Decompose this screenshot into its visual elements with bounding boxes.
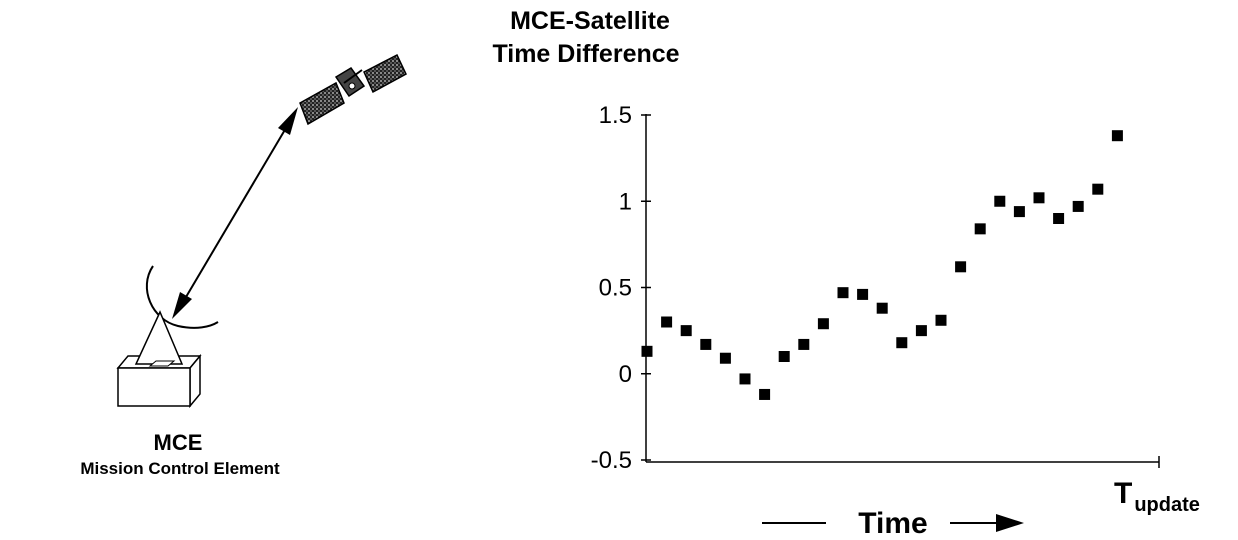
data-point	[896, 337, 908, 349]
data-point	[680, 325, 692, 337]
data-point	[974, 223, 986, 235]
mce-label: MCE	[154, 430, 203, 455]
chart-title-line2: Time Difference	[492, 40, 679, 68]
y-tick-label: 0	[619, 361, 632, 388]
y-tick-label: -0.5	[591, 447, 632, 474]
data-point	[994, 195, 1006, 207]
y-tick-label: 0.5	[599, 275, 632, 302]
data-point	[661, 316, 673, 328]
t-update-sub: update	[1134, 494, 1200, 516]
data-point	[817, 318, 829, 330]
satellite-icon	[299, 53, 407, 126]
data-point	[719, 352, 731, 364]
data-point	[798, 338, 810, 350]
data-point	[1111, 130, 1123, 142]
data-point	[759, 388, 771, 400]
mce-sublabel: Mission Control Element	[80, 459, 280, 478]
data-point	[837, 287, 849, 299]
time-difference-chart: MCE-Satellite Time Difference 1.5 1 0.5 0 -0…	[492, 7, 1199, 540]
data-point	[778, 351, 790, 362]
time-arrow	[950, 514, 1024, 532]
double-headed-arrow	[172, 107, 298, 319]
data-point	[857, 288, 869, 300]
y-tick-label: 1	[619, 188, 632, 215]
t-update-main: T	[1114, 477, 1132, 510]
data-point	[1072, 200, 1084, 212]
data-point	[915, 325, 927, 337]
chart-title-line1: MCE-Satellite	[510, 7, 670, 35]
y-tick-label: 1.5	[599, 102, 632, 129]
data-point	[935, 314, 947, 326]
data-point	[1053, 213, 1065, 224]
data-point	[700, 338, 712, 350]
data-point	[876, 302, 888, 314]
data-point	[1033, 192, 1045, 204]
x-axis-label: Time	[858, 507, 927, 540]
mce-diagram: MCE Mission Control Element	[80, 53, 407, 478]
data-point	[1013, 206, 1025, 218]
data-point	[955, 261, 967, 273]
data-point	[739, 373, 751, 385]
data-point	[641, 345, 653, 357]
ground-station-icon	[116, 265, 219, 409]
data-point	[1092, 183, 1104, 195]
